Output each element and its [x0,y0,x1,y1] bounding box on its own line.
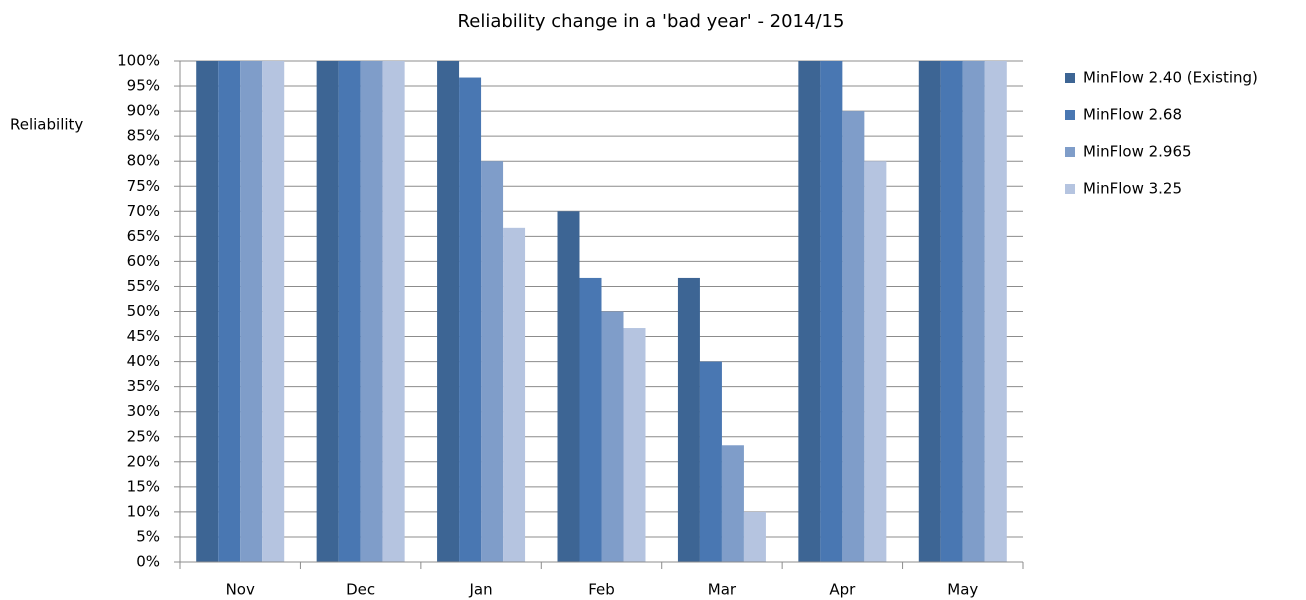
bar [864,161,887,562]
y-tick-label: 0% [136,553,160,571]
bar [798,61,821,562]
bar [820,61,843,562]
x-tick-label: Dec [346,581,375,599]
bar [459,77,482,563]
bar [338,61,361,562]
x-tick-label: Jan [469,581,493,599]
y-tick-label: 90% [127,102,160,120]
x-tick-label: May [947,581,978,599]
bar [699,361,722,562]
legend-swatch [1065,73,1075,83]
y-tick-label: 5% [136,527,160,545]
y-tick-label: 95% [127,77,160,95]
legend-swatch [1065,184,1075,194]
bar [962,61,985,562]
bar [601,311,624,562]
y-tick-label: 100% [117,52,160,70]
y-tick-label: 30% [127,402,160,420]
bar [579,277,602,562]
bar [918,61,941,562]
legend-label: MinFlow 2.40 (Existing) [1083,69,1258,87]
y-tick-label: 40% [127,352,160,370]
y-tick-label: 15% [127,477,160,495]
y-tick-label: 10% [127,502,160,520]
bar [721,445,744,562]
bar [481,161,504,562]
y-tick-label: 60% [127,252,160,270]
bar [262,61,285,562]
y-tick-label: 85% [127,127,160,145]
bar [623,328,646,562]
legend-label: MinFlow 2.68 [1083,106,1182,124]
y-tick-label: 55% [127,277,160,295]
y-tick-label: 75% [127,177,160,195]
x-tick-label: Mar [708,581,737,599]
bar [557,211,580,563]
bar [218,61,241,562]
bar [503,227,526,562]
y-tick-label: 45% [127,327,160,345]
legend-label: MinFlow 2.965 [1083,143,1192,161]
bar [360,61,383,562]
x-tick-label: Apr [829,581,856,599]
y-tick-label: 25% [127,427,160,445]
x-tick-label: Feb [588,581,615,599]
y-tick-label: 50% [127,302,160,320]
bar [240,61,263,562]
bar [940,61,963,562]
y-axis-label: Reliability [10,116,83,134]
bar [382,61,405,562]
bar [316,61,339,562]
bar [437,61,460,562]
bar [842,111,865,562]
y-tick-label: 80% [127,152,160,170]
y-tick-label: 65% [127,227,160,245]
legend-label: MinFlow 3.25 [1083,180,1182,198]
bar [984,61,1007,562]
bar [196,61,219,562]
y-tick-label: 20% [127,452,160,470]
bar [743,511,766,562]
y-tick-label: 70% [127,202,160,220]
chart-title: Reliability change in a 'bad year' - 201… [458,11,845,32]
y-tick-label: 35% [127,377,160,395]
bar [677,277,700,562]
legend-swatch [1065,110,1075,120]
legend-swatch [1065,147,1075,157]
x-tick-label: Nov [226,581,255,599]
